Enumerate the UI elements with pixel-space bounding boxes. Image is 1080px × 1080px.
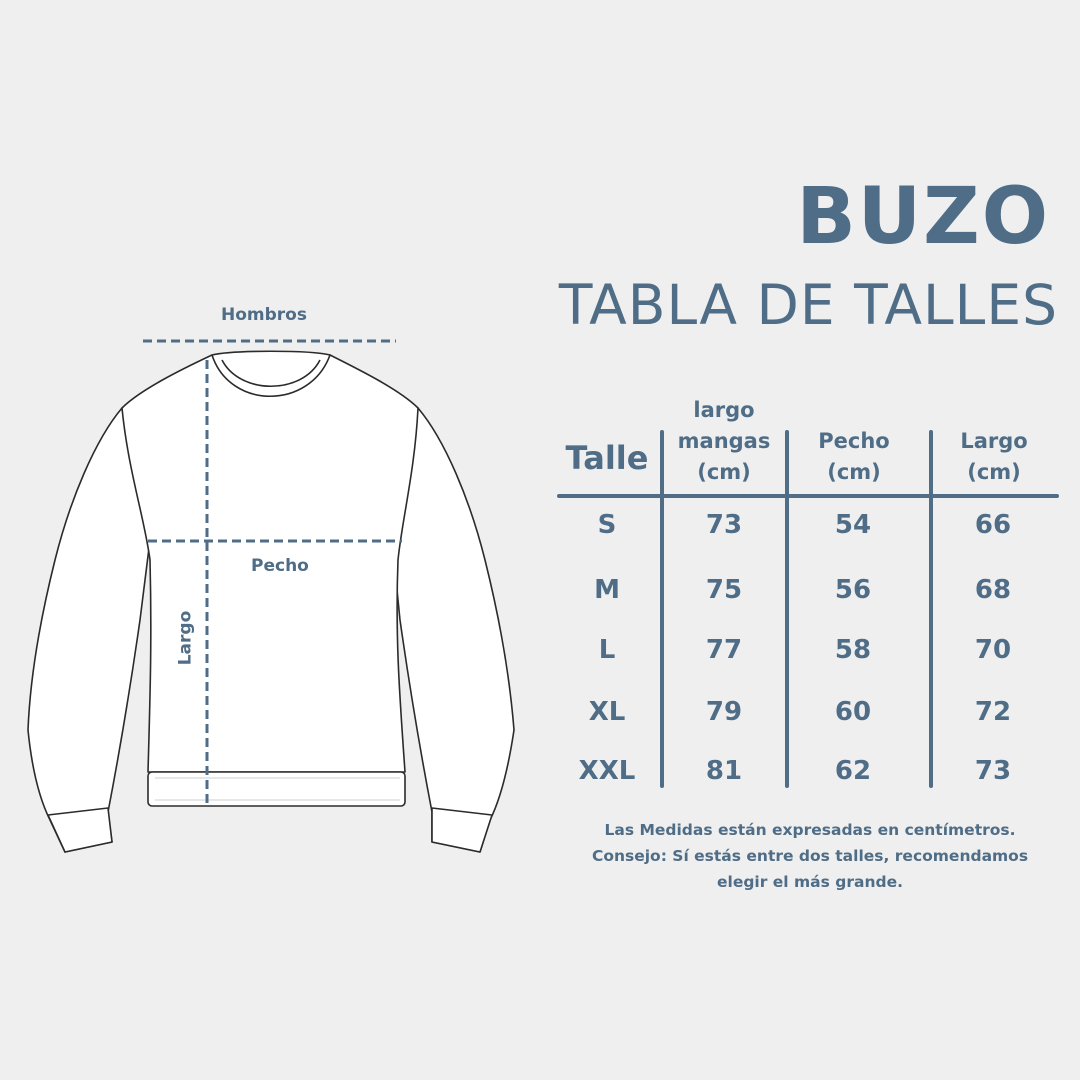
notes: Las Medidas están expresadas en centímet…	[560, 817, 1060, 895]
column-divider	[929, 430, 933, 788]
note-line: Las Medidas están expresadas en centímet…	[604, 821, 1016, 839]
column-divider	[785, 430, 789, 788]
header-text: Largo	[960, 429, 1028, 453]
cell-length: 70	[974, 635, 1012, 665]
header-size: Talle	[537, 440, 677, 476]
page-title: BUZO	[796, 172, 1050, 262]
header-text: Pecho	[818, 429, 890, 453]
length-label: Largo	[175, 610, 196, 666]
cell-chest: 56	[834, 575, 872, 605]
cell-chest: 54	[834, 510, 872, 540]
cell-sleeve: 79	[705, 697, 743, 727]
header-text: (cm)	[827, 460, 881, 484]
header-text: largo	[693, 398, 755, 422]
sweatshirt-illustration	[27, 339, 515, 853]
header-chest: Pecho (cm)	[784, 426, 924, 488]
cell-size: XXL	[578, 756, 636, 786]
cell-size: S	[597, 510, 617, 540]
cell-size: L	[598, 635, 616, 665]
header-text: mangas	[677, 429, 771, 453]
note-line: Consejo: Sí estás entre dos talles, reco…	[591, 847, 1029, 865]
header-sleeve: largo mangas (cm)	[654, 395, 794, 488]
header-length: Largo (cm)	[924, 426, 1064, 488]
cell-length: 72	[974, 697, 1012, 727]
cell-length: 68	[974, 575, 1012, 605]
header-text: (cm)	[697, 460, 751, 484]
cell-length: 66	[974, 510, 1012, 540]
page-subtitle: TABLA DE TALLES	[558, 273, 1058, 337]
header-divider	[557, 494, 1059, 498]
cell-sleeve: 75	[705, 575, 743, 605]
column-divider	[660, 430, 664, 788]
cell-sleeve: 73	[705, 510, 743, 540]
cell-size: M	[594, 575, 620, 605]
header-text: Talle	[565, 439, 649, 477]
cell-sleeve: 81	[705, 756, 743, 786]
cell-chest: 62	[834, 756, 872, 786]
cell-chest: 58	[834, 635, 872, 665]
cell-chest: 60	[834, 697, 872, 727]
header-text: (cm)	[967, 460, 1021, 484]
cell-length: 73	[974, 756, 1012, 786]
cell-sleeve: 77	[705, 635, 743, 665]
chest-label: Pecho	[251, 556, 309, 576]
cell-size: XL	[588, 697, 626, 727]
shoulders-label: Hombros	[221, 305, 307, 325]
note-line: elegir el más grande.	[717, 873, 903, 891]
